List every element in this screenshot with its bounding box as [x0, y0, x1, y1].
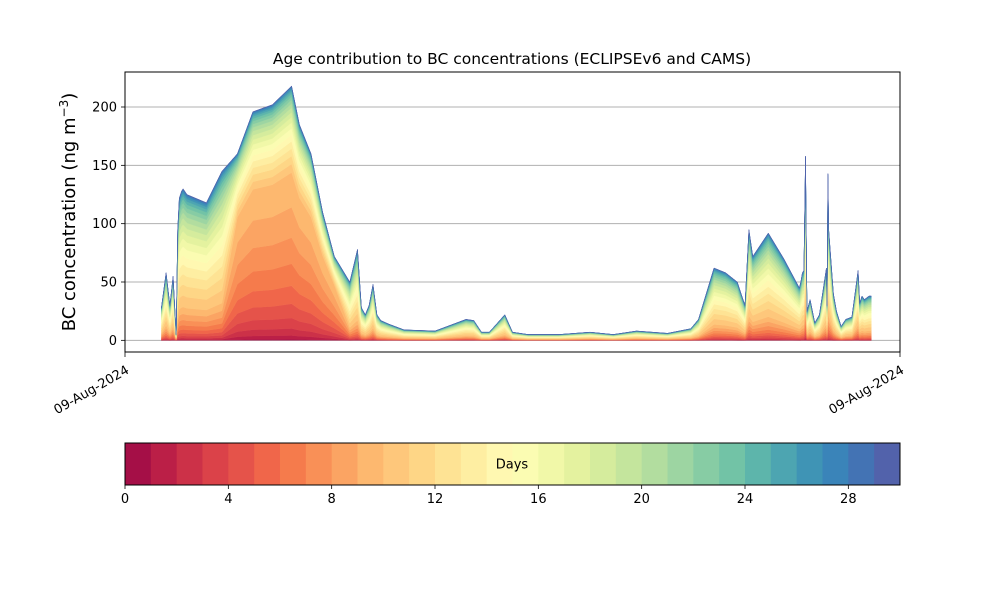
y-axis-label-superscript: −3 — [57, 100, 71, 118]
colorbar-swatch-16 — [538, 443, 565, 485]
colorbar-swatch-5 — [254, 443, 281, 485]
colorbar-swatch-26 — [796, 443, 823, 485]
colorbar-tick-label-4: 4 — [224, 492, 232, 507]
colorbar-swatch-10 — [383, 443, 410, 485]
colorbar-tick-label-0: 0 — [121, 492, 129, 507]
y-tick-label-150: 150 — [92, 159, 117, 174]
colorbar-swatch-14 — [486, 443, 513, 485]
y-tick-label-100: 100 — [92, 217, 117, 232]
colorbar-swatch-6 — [280, 443, 307, 485]
colorbar-tick-label-28: 28 — [840, 492, 857, 507]
y-tick-label-0: 0 — [109, 334, 117, 349]
colorbar-swatch-24 — [745, 443, 772, 485]
y-tick-label-50: 50 — [100, 276, 117, 291]
age-band-29 — [161, 85, 872, 335]
plot-area: 0 50 100 150 200 09-Aug-2024 09-Aug-2024 — [52, 71, 907, 418]
y-axis-label: BC concentration (ng m−3) — [57, 93, 80, 332]
colorbar-swatch-8 — [331, 443, 358, 485]
colorbar-tick-label-12: 12 — [427, 492, 444, 507]
colorbar-swatch-28 — [848, 443, 875, 485]
plot-frame — [124, 71, 901, 353]
colorbar-swatch-17 — [564, 443, 591, 485]
y-tick-label-200: 200 — [92, 101, 117, 116]
colorbar-label: Days — [496, 458, 529, 473]
colorbar-swatch-22 — [693, 443, 720, 485]
colorbar-swatch-1 — [150, 443, 178, 485]
chart-title: Age contribution to BC concentrations (E… — [273, 50, 751, 68]
x-tick-label-0: 09-Aug-2024 — [52, 363, 132, 418]
colorbar-swatch-29 — [874, 443, 901, 485]
colorbar-swatch-27 — [822, 443, 849, 485]
colorbar-swatch-23 — [719, 443, 746, 485]
x-tick-label-1: 09-Aug-2024 — [827, 363, 907, 418]
colorbar-frame — [124, 442, 901, 486]
colorbar-swatch-3 — [202, 443, 229, 485]
colorbar-tick-label-8: 8 — [328, 492, 336, 507]
colorbar-swatch-13 — [460, 443, 488, 485]
colorbar-swatch-9 — [357, 443, 384, 485]
colorbar-swatch-0 — [125, 443, 152, 485]
colorbar-swatch-15 — [512, 443, 539, 485]
colorbar-tick-label-20: 20 — [633, 492, 650, 507]
colorbar-swatch-2 — [176, 443, 203, 485]
colorbar-tick-label-24: 24 — [737, 492, 754, 507]
colorbar-swatch-19 — [615, 443, 643, 485]
colorbar-swatch-4 — [228, 443, 255, 485]
colorbar-swatch-21 — [667, 443, 694, 485]
colorbar-swatch-20 — [641, 443, 668, 485]
colorbar-swatch-18 — [590, 443, 617, 485]
y-axis-label-main: BC concentration (ng m — [59, 117, 80, 331]
colorbar-swatch-11 — [409, 443, 436, 485]
colorbar-swatch-12 — [435, 443, 462, 485]
colorbar: Days 0 4 8 12 16 20 24 28 — [121, 442, 901, 507]
y-axis-label-close: ) — [59, 93, 80, 100]
colorbar-tick-label-16: 16 — [530, 492, 547, 507]
colorbar-swatch-7 — [305, 443, 333, 485]
colorbar-swatch-25 — [770, 443, 798, 485]
